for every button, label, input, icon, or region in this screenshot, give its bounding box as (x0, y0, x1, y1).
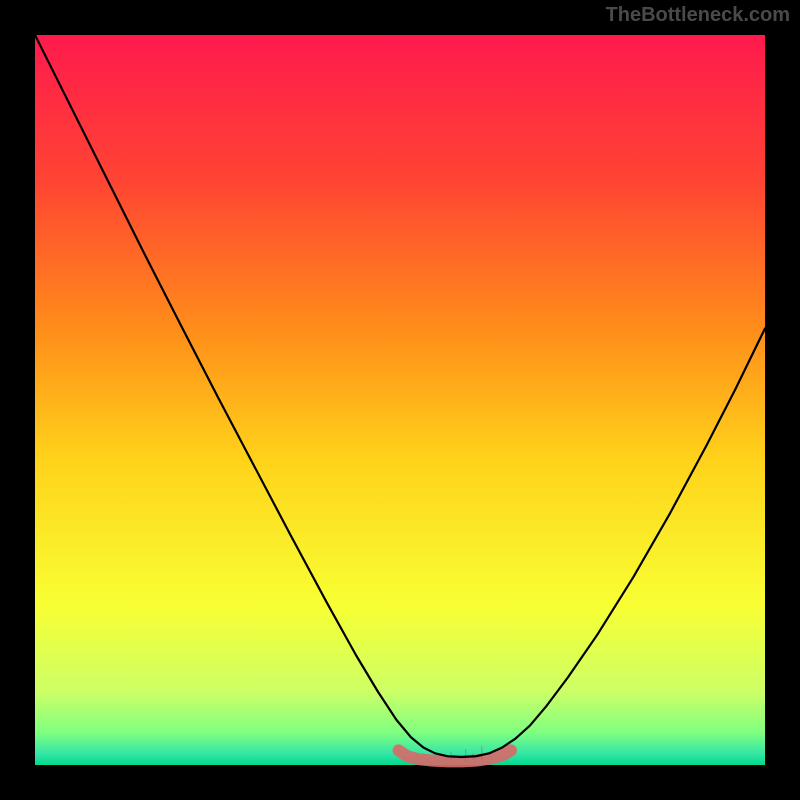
plot-area (0, 0, 800, 800)
plot-svg (0, 0, 800, 800)
watermark-text: TheBottleneck.com (606, 4, 790, 27)
chart-frame: TheBottleneck.com (0, 0, 800, 800)
gradient-background (35, 35, 765, 765)
